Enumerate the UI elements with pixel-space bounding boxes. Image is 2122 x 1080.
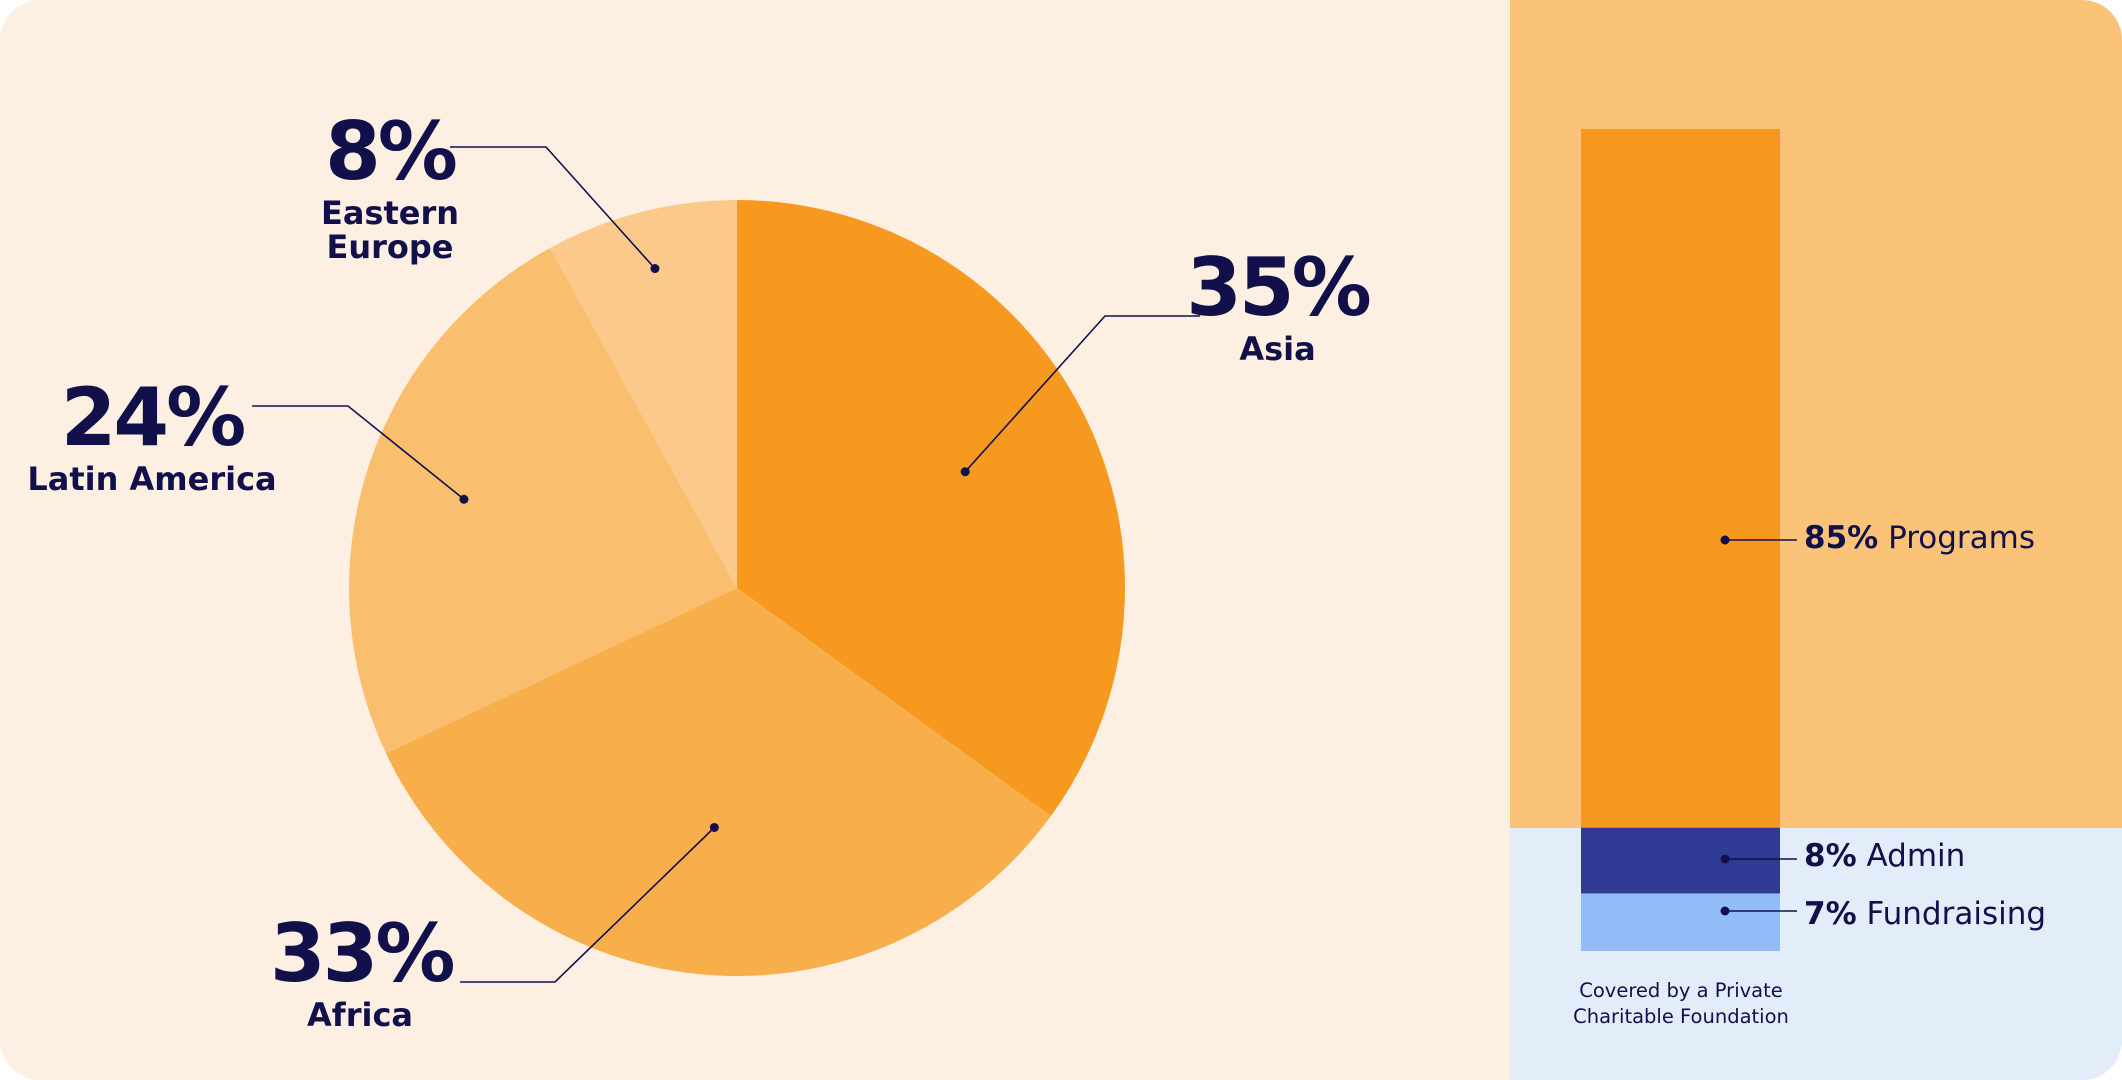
pie-leader-dot-asia xyxy=(960,467,970,477)
bar-percent-admin: 8% xyxy=(1804,838,1857,874)
pie-label-latin-america: 24% Latin America xyxy=(22,371,282,498)
pie-slice-eastern-europe xyxy=(550,200,737,588)
pie-percent-asia: 35% xyxy=(1186,241,1371,334)
pie-leader-dot-africa xyxy=(709,822,719,832)
bar-name-programs: Programs xyxy=(1888,520,2036,556)
bar-leader-dot-fundraising xyxy=(1720,906,1730,916)
bar-leader-dot-programs xyxy=(1720,535,1730,545)
pie-leader-line-asia xyxy=(964,315,1200,473)
bar-segment-admin xyxy=(1581,827,1780,894)
bar-label-admin: 8% Admin xyxy=(1804,838,1965,874)
pie-percent-africa: 33% xyxy=(270,907,455,1000)
pie-leader-dot-latin-america xyxy=(459,494,469,504)
bar-name-fundraising: Fundraising xyxy=(1866,896,2047,932)
pie-name-latin-america: Latin America xyxy=(27,460,277,498)
pie-percent-latin-america: 24% xyxy=(60,371,246,464)
pie-slice-asia xyxy=(737,200,1125,817)
bar-segment-fundraising xyxy=(1581,893,1780,951)
bar-label-programs: 85% Programs xyxy=(1804,520,2035,556)
bar-percent-programs: 85% xyxy=(1804,520,1879,556)
pie-label-eastern-europe: 8% Eastern Europe xyxy=(300,105,480,266)
pie-slice-africa xyxy=(385,588,1051,976)
bar-name-admin: Admin xyxy=(1866,838,1966,874)
bar-percent-fundraising: 7% xyxy=(1804,896,1857,932)
bar-label-fundraising: 7% Fundraising xyxy=(1804,896,2046,932)
pie-name-asia: Asia xyxy=(1239,330,1316,368)
pie-label-africa: 33% Africa xyxy=(270,907,455,1034)
pie-leader-line-latin-america xyxy=(252,405,465,500)
bar-leader-dot-admin xyxy=(1720,854,1730,864)
pie-leader-line-eastern-europe xyxy=(450,146,656,270)
pie-slice-latin-america xyxy=(348,247,737,754)
bar-footnote: Covered by a Private Charitable Foundati… xyxy=(1573,979,1789,1028)
pie-name-eastern-europe: Eastern Europe xyxy=(320,194,460,266)
pie-leader-dot-eastern-europe xyxy=(650,264,660,274)
pie-leader-line-africa xyxy=(460,826,715,983)
pie-name-africa: Africa xyxy=(307,996,413,1034)
bar-segment-programs xyxy=(1581,129,1780,828)
pie-label-asia: 35% Asia xyxy=(1170,241,1385,368)
pie-percent-eastern-europe: 8% xyxy=(325,105,458,198)
